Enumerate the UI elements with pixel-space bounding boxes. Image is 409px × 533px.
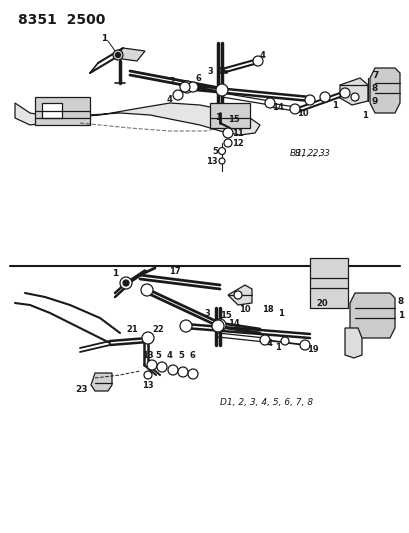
Circle shape: [115, 52, 120, 58]
Bar: [35, 97, 90, 125]
Circle shape: [299, 340, 309, 350]
Text: 8: 8: [397, 296, 403, 305]
Text: 7: 7: [371, 70, 378, 79]
Text: 17: 17: [169, 266, 180, 276]
Bar: [309, 258, 347, 308]
Bar: [209, 103, 249, 128]
Polygon shape: [15, 103, 259, 135]
Text: 3: 3: [204, 309, 209, 318]
Text: 1: 1: [331, 101, 337, 109]
Polygon shape: [91, 373, 112, 391]
Text: D1, 2, 3, 4, 5, 6, 7, 8: D1, 2, 3, 4, 5, 6, 7, 8: [220, 399, 312, 408]
Text: 1: 1: [112, 269, 118, 278]
Text: 13: 13: [142, 381, 153, 390]
Text: 9: 9: [371, 96, 378, 106]
Circle shape: [142, 332, 154, 344]
Circle shape: [178, 367, 188, 377]
Circle shape: [147, 360, 157, 370]
Text: 4: 4: [259, 51, 265, 60]
Polygon shape: [115, 48, 145, 61]
Polygon shape: [369, 68, 399, 113]
Text: 1: 1: [215, 112, 220, 122]
Text: 6: 6: [189, 351, 194, 359]
Circle shape: [216, 84, 227, 96]
Circle shape: [304, 95, 314, 105]
Circle shape: [222, 128, 232, 138]
Text: 5: 5: [179, 84, 184, 93]
Text: 10: 10: [238, 304, 250, 313]
Polygon shape: [344, 328, 361, 358]
Text: B1, 2, 3: B1, 2, 3: [294, 149, 329, 157]
Circle shape: [120, 277, 132, 289]
Circle shape: [180, 320, 191, 332]
Text: 14: 14: [271, 102, 283, 111]
Text: 2: 2: [169, 77, 175, 85]
Text: 14: 14: [227, 319, 239, 327]
Text: 21: 21: [126, 325, 138, 334]
Text: 20: 20: [315, 298, 327, 308]
Text: 15: 15: [220, 311, 231, 319]
Text: 4: 4: [266, 340, 272, 349]
Polygon shape: [227, 285, 252, 305]
Text: 5: 5: [211, 147, 218, 156]
Text: 13: 13: [142, 351, 153, 359]
Circle shape: [339, 88, 349, 98]
Text: 16: 16: [216, 67, 228, 76]
Circle shape: [188, 369, 198, 379]
Polygon shape: [339, 78, 367, 105]
Circle shape: [173, 90, 182, 100]
Circle shape: [264, 98, 274, 108]
Text: 1: 1: [101, 34, 107, 43]
Circle shape: [180, 81, 193, 93]
Text: 1: 1: [397, 311, 403, 319]
Circle shape: [350, 93, 358, 101]
Text: 3: 3: [207, 67, 213, 76]
Circle shape: [141, 284, 153, 296]
Text: 8: 8: [371, 84, 378, 93]
Polygon shape: [349, 293, 394, 338]
Circle shape: [211, 320, 223, 332]
Circle shape: [252, 56, 262, 66]
Circle shape: [218, 158, 225, 164]
Text: 23: 23: [75, 385, 88, 394]
Text: 8351  2500: 8351 2500: [18, 13, 105, 27]
Text: 5: 5: [155, 351, 161, 359]
Circle shape: [168, 365, 178, 375]
Text: 4: 4: [166, 351, 173, 359]
Circle shape: [157, 362, 166, 372]
Text: 18: 18: [261, 304, 273, 313]
Circle shape: [280, 337, 288, 345]
Circle shape: [113, 50, 123, 60]
Circle shape: [180, 82, 189, 92]
Text: 15: 15: [227, 115, 239, 124]
Circle shape: [319, 92, 329, 102]
Text: 1: 1: [274, 343, 280, 351]
Circle shape: [188, 82, 198, 92]
Text: 1: 1: [277, 309, 283, 318]
Bar: [42, 103, 62, 118]
Circle shape: [223, 139, 231, 147]
Text: 12: 12: [231, 139, 243, 148]
Circle shape: [234, 291, 241, 299]
Text: 4: 4: [166, 94, 172, 103]
Text: 13: 13: [206, 157, 218, 166]
Text: 11: 11: [231, 128, 243, 138]
Text: B1, 2, 3: B1, 2, 3: [289, 149, 324, 157]
Circle shape: [218, 148, 225, 155]
Circle shape: [213, 319, 225, 331]
Circle shape: [123, 280, 129, 286]
Circle shape: [289, 104, 299, 114]
Text: 22: 22: [152, 325, 163, 334]
Text: 10: 10: [296, 109, 308, 117]
Text: 1: 1: [361, 110, 367, 119]
Circle shape: [259, 335, 270, 345]
Text: 19: 19: [306, 344, 318, 353]
Text: 6: 6: [196, 74, 201, 83]
Circle shape: [144, 371, 152, 379]
Text: 5: 5: [178, 351, 184, 359]
